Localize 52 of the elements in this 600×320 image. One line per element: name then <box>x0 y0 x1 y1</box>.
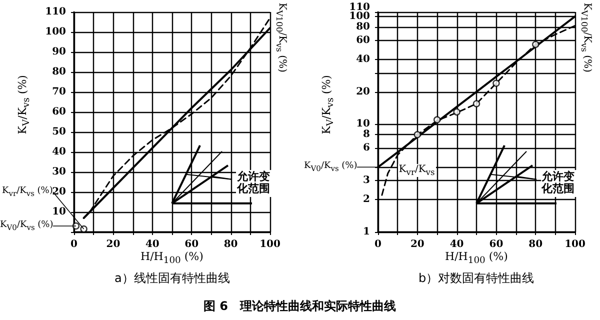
y-tick-label: 80 <box>356 21 370 32</box>
point <box>532 40 540 48</box>
annotation: K$_{V0}$/K$_{vs}$ (%) <box>0 220 54 232</box>
y-tick-label: 20 <box>52 186 66 198</box>
text: 图 6 理论特性曲线和实际特性曲线 <box>204 298 396 315</box>
x-tick-label: 100 <box>260 239 280 250</box>
annotation: 允许变化范围 <box>236 170 272 197</box>
annotation: K$_{V0}$/K$_{vs}$ (%) <box>304 160 358 173</box>
point <box>472 100 480 108</box>
x-tick-label: 80 <box>224 239 238 250</box>
y-tick-label: 1 <box>363 226 370 238</box>
point <box>492 80 500 87</box>
x-axis-title: H/H$_{100}$ (%) <box>140 250 204 266</box>
x-tick-label: 0 <box>374 239 382 250</box>
y-tick-label: 20 <box>356 86 370 98</box>
annotation: 允许变化范围 <box>540 170 576 197</box>
y-tick-label: 70 <box>52 86 66 98</box>
y-tick-label: 10 <box>52 206 66 218</box>
y-tick-label: 8 <box>363 129 370 140</box>
y-tick-label: 40 <box>356 54 370 65</box>
x-tick-label: 40 <box>450 239 464 250</box>
y-tick-label: 110 <box>349 2 370 13</box>
point <box>453 108 460 116</box>
x-tick-label: 60 <box>184 239 199 250</box>
y-tick-label: 6 <box>363 142 370 154</box>
y-tick-label: 3 <box>363 175 370 186</box>
y-tick-label: 50 <box>52 126 66 138</box>
annotation: K$_{vr}$/K$_{vs}$ <box>398 164 436 178</box>
y-tick-label: 30 <box>52 166 66 178</box>
x-tick-label: 100 <box>564 239 586 250</box>
x-tick-label: 20 <box>410 239 424 250</box>
y-tick-label: 2 <box>363 194 370 206</box>
y-tick-label: 40 <box>52 146 66 158</box>
y-tick-label: 100 <box>349 10 370 22</box>
y-tick-label: 100 <box>45 26 66 38</box>
text: a）线性固有特性曲线 <box>114 270 230 287</box>
x-tick-label: 20 <box>106 239 120 250</box>
y-tick-label: 60 <box>356 34 370 46</box>
y-tick-label: 80 <box>52 66 66 78</box>
point <box>414 131 421 138</box>
x-tick-label: 0 <box>70 239 78 250</box>
x-axis-title: H/H$_{100}$ (%) <box>445 250 508 266</box>
text: b）对数固有特性曲线 <box>418 270 534 287</box>
annotation: K$_{vr}$/K$_{vs}$ (%) <box>2 186 53 198</box>
y-tick-label: 60 <box>52 106 66 118</box>
x-tick-label: 40 <box>145 239 160 250</box>
point <box>434 116 441 124</box>
y-tick-label: 110 <box>45 6 66 18</box>
x-tick-label: 80 <box>528 239 543 250</box>
x-tick-label: 60 <box>489 239 504 250</box>
y-tick-label: 90 <box>52 46 66 58</box>
y-tick-label: 10 <box>356 118 370 130</box>
